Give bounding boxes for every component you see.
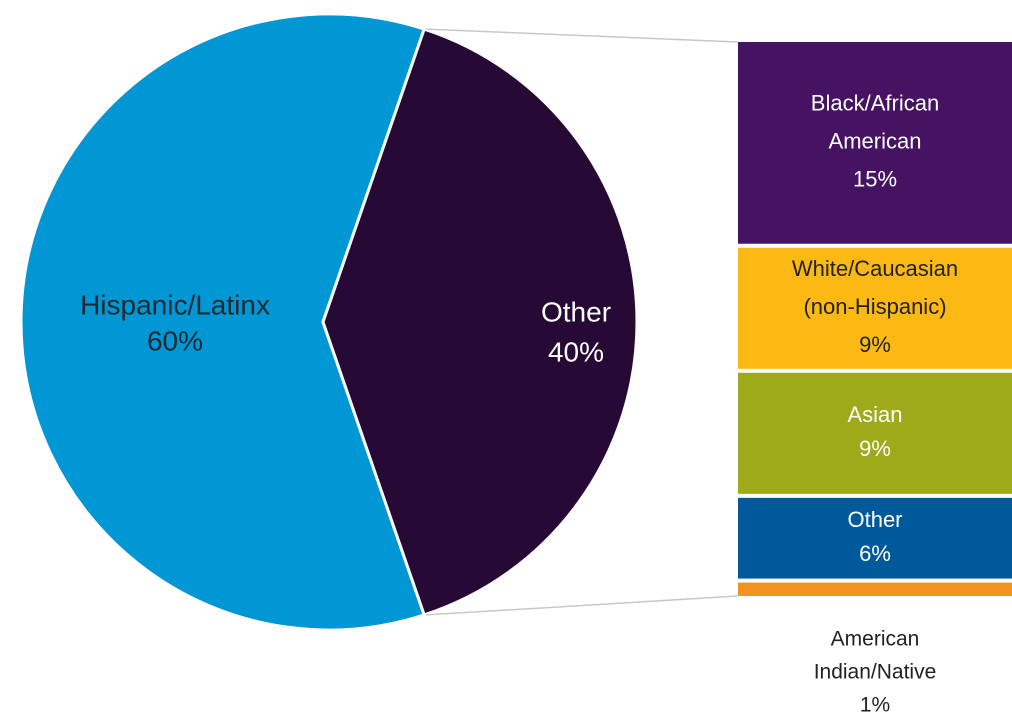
bar-label-white-caucasian-non-hispanic-0: White/Caucasian [792, 256, 958, 281]
pie-label-other-1: 40% [548, 336, 604, 367]
pie-slice-hispanic-latinx [19, 12, 427, 632]
bar-label-black-african-american-0: Black/African [811, 91, 939, 116]
connector-line-bottom [426, 595, 739, 616]
bar-segment-black-african-american [738, 42, 1012, 244]
pie-label-hispanic-latinx-0: Hispanic/Latinx [80, 289, 270, 320]
bar-label-black-african-american-2: 15% [853, 167, 897, 192]
pie-group: Hispanic/Latinx 60% Other 40% [19, 12, 639, 632]
bar-label-asian-1: 9% [859, 436, 891, 461]
bar-segment-other [738, 497, 1012, 579]
connector-line-top [426, 28, 739, 43]
pie-slice-other [321, 27, 639, 617]
bar-label-other-1: 6% [859, 541, 891, 566]
bar-label-white-caucasian-non-hispanic-2: 9% [859, 332, 891, 357]
bar-label-white-caucasian-non-hispanic-1: (non-Hispanic) [803, 294, 946, 319]
bar-segment-asian [738, 372, 1012, 494]
pie-label-other-0: Other [541, 296, 611, 327]
bar-stack: Black/African American 15% White/Caucasian (… [738, 42, 1012, 717]
bar-label-american-indian-native-0: American [831, 628, 920, 651]
bar-segment-american-indian-native [738, 582, 1012, 596]
bar-label-black-african-american-1: American [829, 129, 922, 154]
bar-label-american-indian-native-1: Indian/Native [814, 661, 937, 684]
bar-label-other-0: Other [847, 507, 902, 532]
bar-label-american-indian-native-2: 1% [860, 694, 890, 715]
connector-lines [426, 28, 739, 616]
bar-segment-white-caucasian-non-hispanic [738, 247, 1012, 369]
bar-label-asian-0: Asian [847, 402, 902, 427]
pie-label-hispanic-latinx-1: 60% [147, 325, 203, 356]
